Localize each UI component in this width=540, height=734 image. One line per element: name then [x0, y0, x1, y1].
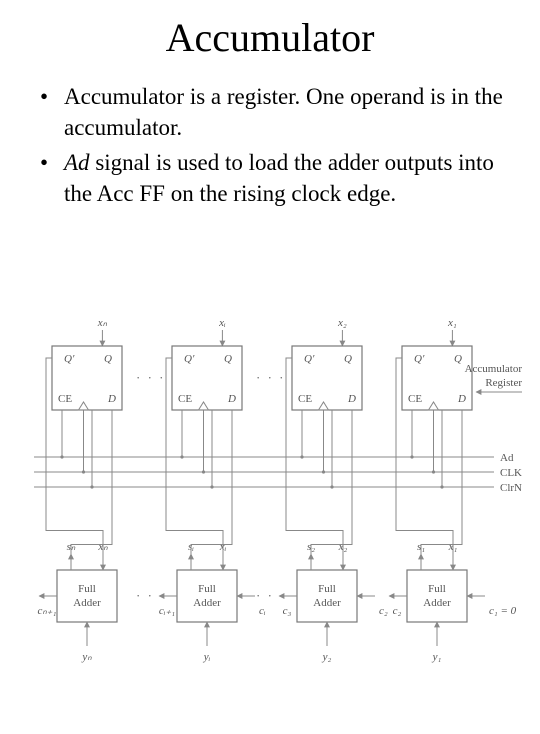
svg-text:xᵢ: xᵢ — [218, 317, 226, 329]
svg-text:c₃: c₃ — [283, 605, 292, 617]
svg-text:Full: Full — [428, 583, 446, 595]
svg-text:c₂: c₂ — [379, 605, 388, 617]
bullet-marker: • — [40, 81, 64, 143]
accumulator-diagram: Ad CLK ClrN Accumulator Register xₙ Q′ Q CE D Full… — [24, 312, 524, 692]
svg-text:D: D — [227, 393, 236, 405]
svg-text:Full: Full — [78, 583, 96, 595]
svg-text:y₂: y₂ — [322, 651, 332, 663]
bullet-item: • Ad signal is used to load the adder ou… — [40, 147, 510, 209]
svg-text:x₁: x₁ — [447, 317, 457, 329]
svg-text:D: D — [347, 393, 356, 405]
bullet-remainder: signal is used to load the adder outputs… — [64, 150, 494, 206]
svg-text:· · ·: · · · — [136, 370, 166, 385]
svg-text:Q: Q — [454, 353, 462, 365]
svg-text:Q′: Q′ — [64, 353, 75, 365]
svg-text:CE: CE — [178, 393, 192, 405]
svg-text:xₙ: xₙ — [97, 317, 108, 329]
svg-text:CE: CE — [298, 393, 312, 405]
svg-text:Q: Q — [344, 353, 352, 365]
bullet-text: Accumulator is a register. One operand i… — [64, 81, 510, 143]
svg-text:Ad: Ad — [500, 452, 514, 464]
svg-text:Register: Register — [485, 377, 522, 389]
bullet-marker: • — [40, 147, 64, 209]
svg-text:Q′: Q′ — [304, 353, 315, 365]
svg-text:Q′: Q′ — [414, 353, 425, 365]
svg-text:x₂: x₂ — [337, 317, 347, 329]
svg-text:yₙ: yₙ — [81, 651, 92, 663]
svg-text:yᵢ: yᵢ — [203, 651, 211, 663]
svg-text:Full: Full — [198, 583, 216, 595]
svg-text:Full: Full — [318, 583, 336, 595]
diagram-svg: Ad CLK ClrN Accumulator Register xₙ Q′ Q CE D Full… — [24, 312, 524, 692]
svg-text:· · ·: · · · — [256, 370, 286, 385]
svg-text:D: D — [457, 393, 466, 405]
svg-text:cᵢ: cᵢ — [259, 605, 266, 617]
bullet-list: • Accumulator is a register. One operand… — [40, 81, 510, 209]
svg-text:c₂: c₂ — [393, 605, 402, 617]
bullet-item: • Accumulator is a register. One operand… — [40, 81, 510, 143]
svg-text:c₁ = 0: c₁ = 0 — [489, 605, 517, 617]
italic-term: Ad — [64, 150, 90, 175]
bullet-text: Ad signal is used to load the adder outp… — [64, 147, 510, 209]
svg-text:cₙ₊₁: cₙ₊₁ — [38, 605, 57, 617]
svg-text:Q: Q — [104, 353, 112, 365]
svg-text:cᵢ₊₁: cᵢ₊₁ — [159, 605, 175, 617]
svg-text:Q: Q — [224, 353, 232, 365]
svg-text:y₁: y₁ — [432, 651, 442, 663]
svg-text:Accumulator: Accumulator — [465, 363, 523, 375]
svg-text:CE: CE — [408, 393, 422, 405]
svg-text:ClrN: ClrN — [500, 482, 522, 494]
svg-text:CE: CE — [58, 393, 72, 405]
svg-text:Adder: Adder — [193, 597, 221, 609]
svg-text:Adder: Adder — [313, 597, 341, 609]
svg-text:Adder: Adder — [423, 597, 451, 609]
svg-text:Adder: Adder — [73, 597, 101, 609]
svg-text:Q′: Q′ — [184, 353, 195, 365]
page-title: Accumulator — [0, 14, 540, 61]
svg-text:D: D — [107, 393, 116, 405]
svg-text:CLK: CLK — [500, 467, 522, 479]
